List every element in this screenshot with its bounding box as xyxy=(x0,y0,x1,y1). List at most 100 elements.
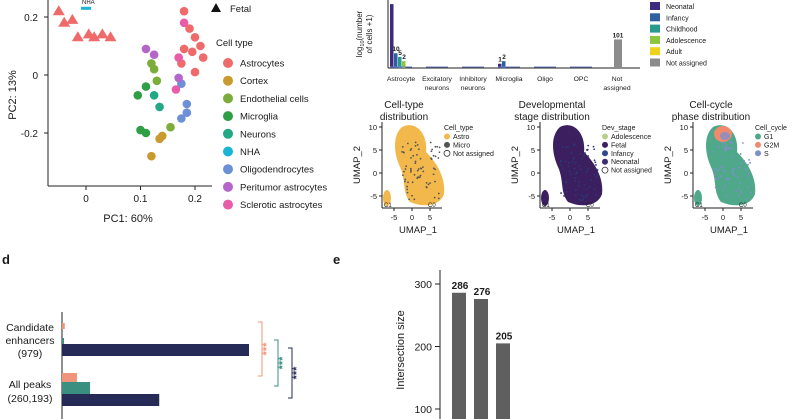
umap-point xyxy=(582,198,585,201)
umap-point xyxy=(740,192,743,194)
legend-swatch-adolescence xyxy=(650,35,660,44)
umap-point xyxy=(575,171,578,174)
umap-point xyxy=(587,155,590,157)
legend-dot-neurons xyxy=(223,128,233,139)
d-significance-bracket xyxy=(288,347,293,399)
umap-point xyxy=(578,165,581,168)
intersection-y-label: Intersection size xyxy=(395,310,407,389)
umap-y-tick-label: 5 xyxy=(531,146,535,155)
umap-point xyxy=(732,167,735,170)
umap-point xyxy=(730,147,733,150)
umap-point xyxy=(715,187,718,189)
pca-point-neurons xyxy=(149,91,159,100)
panel-d-letter: d xyxy=(2,252,10,267)
umap-point xyxy=(437,157,440,159)
umap-title-line: distribution xyxy=(380,112,428,123)
d-significance-label: *** xyxy=(291,366,303,380)
e-bar-value-label: 205 xyxy=(496,331,513,342)
umap-point xyxy=(404,180,406,183)
umap-point xyxy=(744,168,747,171)
umap-point xyxy=(738,166,741,169)
e-bar-3 xyxy=(496,343,510,419)
umap-point xyxy=(595,176,598,179)
d-category-label: enhancers xyxy=(5,335,54,347)
pca-point-sclerotic-astrocytes xyxy=(171,85,181,94)
umap-y-tick-label: 10 xyxy=(527,123,535,132)
umap-point xyxy=(729,141,732,143)
umap-point xyxy=(413,173,416,176)
umap-point xyxy=(563,195,565,197)
umap-point xyxy=(730,142,733,145)
umap-point xyxy=(715,167,718,170)
legend-dot-cortex xyxy=(223,75,233,86)
bar-category-label: Oligo xyxy=(537,76,553,83)
umap-x-tick-label: 0 xyxy=(568,213,572,222)
umap-point xyxy=(427,183,430,186)
umap-legend-label: Neonatal xyxy=(611,159,639,166)
umap-cluster-c0 xyxy=(706,125,756,206)
umap-point xyxy=(560,192,563,194)
umap-point xyxy=(414,144,417,147)
pca-point-microglia xyxy=(141,128,151,138)
umap-point xyxy=(432,167,435,170)
legend-dot-endothelial-cells xyxy=(223,93,233,104)
umap-legend-label: G2M xyxy=(764,142,779,149)
umap-cluster-c1 xyxy=(694,190,702,206)
bar-value-label: 2 xyxy=(502,54,506,61)
umap-point xyxy=(731,168,734,171)
umap-x-label: UMAP_1 xyxy=(557,225,595,236)
umap-point xyxy=(418,176,421,179)
umap-point xyxy=(593,148,596,151)
legend-label-nha: NHA xyxy=(240,147,261,158)
e-y-tick-label: 300 xyxy=(414,279,432,291)
umap-y-label: UMAP_2 xyxy=(352,146,363,184)
umap-cluster-label-c0: C0 xyxy=(739,203,747,209)
pca-point-oligodendrocytes xyxy=(182,99,192,109)
pca-point-neurons xyxy=(155,102,164,112)
bar-y-label-line2: of cells +1) xyxy=(365,14,374,53)
pca-point-microglia xyxy=(141,82,151,91)
umap-point xyxy=(732,170,735,173)
e-y-tick-label: 200 xyxy=(414,342,432,354)
pca-point-astrocytes-fetal xyxy=(88,31,101,42)
bar-microglia-infancy xyxy=(502,61,506,68)
umap-point xyxy=(574,194,577,197)
umap-point xyxy=(587,168,589,170)
umap-point xyxy=(572,157,575,160)
umap-point xyxy=(410,171,412,173)
umap-point xyxy=(743,159,745,162)
pca-point-astrocytes-fetal xyxy=(71,31,84,42)
legend-label-oligodendrocytes: Oligodendrocytes xyxy=(240,165,314,176)
umap-point xyxy=(723,170,726,172)
umap-point xyxy=(714,173,716,176)
umap-point xyxy=(571,161,574,163)
umap-point xyxy=(433,196,436,199)
umap-point xyxy=(584,152,586,154)
umap-point xyxy=(401,146,404,148)
pca-x-tick-label: 0.2 xyxy=(188,194,202,205)
umap-point xyxy=(414,162,417,165)
umap-point xyxy=(726,148,729,151)
umap-legend-title: Cell_type xyxy=(444,125,473,132)
umap-legend-label: Fetal xyxy=(611,142,627,149)
pca-point-endothelial-cells xyxy=(166,122,175,132)
umap-point xyxy=(406,188,409,191)
legend-dot-nha xyxy=(223,146,233,157)
umap-y-tick-label: 5 xyxy=(373,146,377,155)
umap-y-label: UMAP_2 xyxy=(510,146,521,184)
umap-point xyxy=(723,146,726,149)
umap-point xyxy=(747,172,750,175)
umap-point xyxy=(737,176,740,179)
umap-point xyxy=(715,170,718,173)
umap-point xyxy=(585,170,588,173)
pca-y-tick-label: 0.2 xyxy=(24,13,38,24)
umap-point xyxy=(581,142,584,145)
umap-point xyxy=(717,176,720,179)
umap-point xyxy=(574,161,577,164)
umap-legend-dot-empty xyxy=(443,149,451,157)
umap-y-label: UMAP_2 xyxy=(663,146,674,184)
bar-astrocyte-adolescence xyxy=(402,61,406,68)
umap-point xyxy=(411,181,414,184)
bar-category-label: OPC xyxy=(574,76,589,83)
